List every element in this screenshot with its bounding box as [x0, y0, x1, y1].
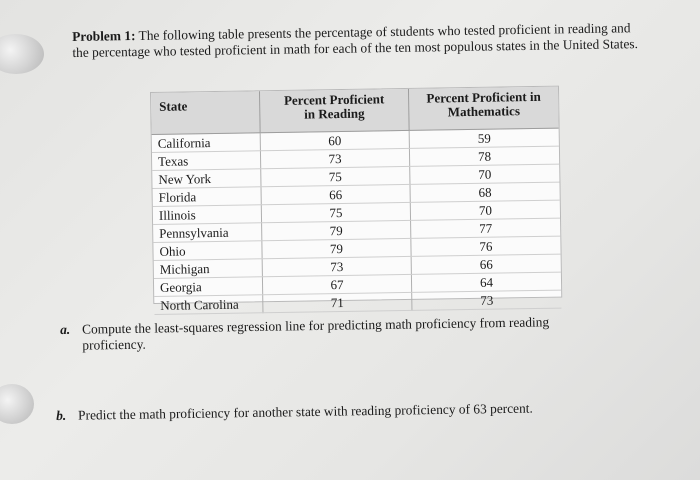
cell-math: 70: [409, 164, 560, 185]
cell-reading: 73: [262, 256, 412, 277]
problem-label: Problem 1:: [72, 28, 136, 44]
cell-reading: 60: [260, 130, 410, 151]
cell-state: Pennsylvania: [153, 222, 262, 243]
proficiency-table: State Percent Proficient in Reading Perc…: [150, 85, 563, 315]
question-b: b. Predict the math proficiency for anoth…: [56, 399, 656, 424]
cell-math: 77: [410, 218, 561, 239]
cell-state: New York: [152, 168, 262, 189]
cell-math: 59: [409, 128, 559, 149]
cell-reading: 73: [260, 148, 410, 169]
cell-math: 70: [410, 200, 561, 221]
cell-state: Florida: [152, 186, 262, 207]
question-a: a. Compute the least-squares regression l…: [60, 313, 620, 354]
cell-state: North Carolina: [154, 294, 263, 315]
cell-math: 76: [410, 236, 561, 257]
cell-state: Michigan: [153, 258, 263, 279]
binder-hole-bottom: [0, 384, 34, 424]
cell-math: 64: [411, 272, 562, 293]
cell-math: 73: [411, 290, 562, 311]
table-header-row: State Percent Proficient in Reading Perc…: [151, 86, 559, 135]
cell-reading: 66: [261, 184, 411, 205]
cell-math: 68: [409, 182, 560, 203]
cell-reading: 79: [261, 238, 412, 259]
cell-math: 66: [411, 254, 561, 275]
problem-text: The following table presents the percent…: [72, 20, 639, 60]
cell-state: Illinois: [152, 204, 262, 225]
cell-state: Texas: [151, 150, 261, 171]
cell-state: Georgia: [153, 276, 263, 297]
header-state: State: [151, 91, 261, 135]
header-math: Percent Proficient in Mathematics: [408, 86, 559, 131]
question-b-text: Predict the math proficiency for another…: [77, 400, 533, 423]
cell-reading: 67: [262, 274, 412, 295]
question-b-label: b.: [56, 407, 67, 423]
question-a-label: a.: [60, 321, 71, 337]
cell-state: California: [151, 132, 261, 153]
problem-statement: Problem 1: The following table presents …: [72, 20, 648, 61]
header-reading: Percent Proficient in Reading: [259, 88, 410, 133]
cell-reading: 79: [261, 220, 411, 241]
cell-math: 78: [409, 146, 560, 167]
cell-reading: 75: [261, 202, 411, 223]
binder-hole-top: [0, 34, 44, 74]
cell-reading: 75: [260, 166, 410, 187]
cell-reading: 71: [262, 292, 412, 313]
cell-state: Ohio: [153, 240, 263, 261]
